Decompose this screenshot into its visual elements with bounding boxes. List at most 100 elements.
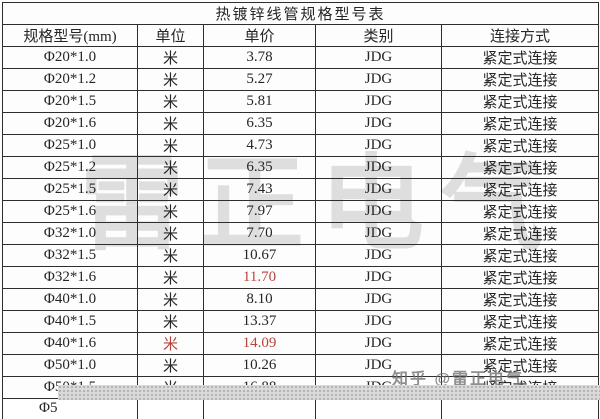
- cell-unit-partial: [137, 398, 204, 419]
- cell-price: 4.73: [203, 134, 316, 157]
- cell-category: JDG: [315, 200, 442, 223]
- table-row: Φ40*1.6 米 14.09 JDG 紧定式连接: [2, 332, 599, 355]
- cell-connection: 紧定式连接: [441, 134, 599, 157]
- table-row: Φ20*1.2 米 5.27 JDG 紧定式连接: [2, 68, 599, 91]
- cell-category: JDG: [315, 288, 442, 311]
- column-header-category: 类别: [315, 24, 442, 47]
- cell-connection: 紧定式连接: [441, 156, 599, 179]
- cell-unit: 米: [137, 222, 204, 245]
- cell-category: JDG: [315, 90, 442, 113]
- cell-spec: Φ40*1.5: [2, 310, 138, 333]
- cell-unit: 米: [137, 354, 204, 377]
- cell-unit: 米: [137, 200, 204, 223]
- table-title-row: 热镀锌线管规格型号表: [2, 2, 599, 25]
- table-row: Φ40*1.5 米 13.37 JDG 紧定式连接: [2, 310, 599, 333]
- cell-connection: 紧定式连接: [441, 178, 599, 201]
- column-header-connection: 连接方式: [441, 24, 599, 47]
- cell-category: JDG: [315, 112, 442, 135]
- cell-spec: Φ25*1.5: [2, 178, 138, 201]
- cell-unit: 米: [137, 244, 204, 267]
- cell-connection: 紧定式连接: [441, 244, 599, 267]
- table-row: Φ25*1.5 米 7.43 JDG 紧定式连接: [2, 178, 599, 201]
- cell-spec: Φ20*1.0: [2, 46, 138, 69]
- cell-unit: 米: [137, 288, 204, 311]
- cell-connection: 紧定式连接: [441, 354, 599, 377]
- cell-spec: Φ32*1.0: [2, 222, 138, 245]
- cell-connection-partial: [441, 398, 599, 419]
- table-row: Φ20*1.6 米 6.35 JDG 紧定式连接: [2, 112, 599, 135]
- table-row: Φ25*1.2 米 6.35 JDG 紧定式连接: [2, 156, 599, 179]
- table-row: Φ50*1.0 米 10.26 JDG 紧定式连接: [2, 354, 599, 377]
- table-title: 热镀锌线管规格型号表: [2, 2, 599, 25]
- cell-connection: 紧定式连接: [441, 310, 599, 333]
- cell-connection: 紧定式连接: [441, 266, 599, 289]
- cell-price: 7.43: [203, 178, 316, 201]
- table-body: Φ20*1.0 米 3.78 JDG 紧定式连接 Φ20*1.2 米 5.27 …: [2, 46, 599, 399]
- cell-price: 14.09: [203, 332, 316, 355]
- cell-spec: Φ20*1.5: [2, 90, 138, 113]
- table-row: Φ20*1.5 米 5.81 JDG 紧定式连接: [2, 90, 599, 113]
- halftone-overlay-band: [58, 385, 600, 400]
- table-row: Φ25*1.0 米 4.73 JDG 紧定式连接: [2, 134, 599, 157]
- cell-price: 11.70: [203, 266, 316, 289]
- cell-category: JDG: [315, 310, 442, 333]
- cell-category: JDG: [315, 222, 442, 245]
- cell-unit: 米: [137, 134, 204, 157]
- table-row: Φ32*1.5 米 10.67 JDG 紧定式连接: [2, 244, 599, 267]
- cell-connection: 紧定式连接: [441, 288, 599, 311]
- cell-spec: Φ32*1.6: [2, 266, 138, 289]
- cell-spec: Φ25*1.0: [2, 134, 138, 157]
- cell-unit: 米: [137, 90, 204, 113]
- cell-category: JDG: [315, 266, 442, 289]
- cell-connection: 紧定式连接: [441, 332, 599, 355]
- cell-category: JDG: [315, 68, 442, 91]
- cell-connection: 紧定式连接: [441, 200, 599, 223]
- cell-price: 7.97: [203, 200, 316, 223]
- cell-spec: Φ40*1.6: [2, 332, 138, 355]
- cell-price: 6.35: [203, 112, 316, 135]
- cell-spec: Φ25*1.6: [2, 200, 138, 223]
- cell-category: JDG: [315, 178, 442, 201]
- cell-price-partial: [203, 398, 316, 419]
- table-row: Φ25*1.6 米 7.97 JDG 紧定式连接: [2, 200, 599, 223]
- column-header-unit: 单位: [137, 24, 204, 47]
- cell-category: JDG: [315, 332, 442, 355]
- cell-spec: Φ20*1.2: [2, 68, 138, 91]
- table-row-partial: Φ5: [2, 398, 599, 419]
- cell-price: 13.37: [203, 310, 316, 333]
- cell-connection: 紧定式连接: [441, 222, 599, 245]
- cell-category: JDG: [315, 134, 442, 157]
- cell-connection: 紧定式连接: [441, 68, 599, 91]
- cell-spec: Φ25*1.2: [2, 156, 138, 179]
- cell-spec: Φ40*1.0: [2, 288, 138, 311]
- cell-spec: Φ32*1.5: [2, 244, 138, 267]
- site-watermark: 知乎 @雷正电气: [392, 371, 525, 388]
- cell-connection: 紧定式连接: [441, 46, 599, 69]
- cell-unit: 米: [137, 46, 204, 69]
- cell-unit: 米: [137, 310, 204, 333]
- cell-price: 6.35: [203, 156, 316, 179]
- cell-unit: 米: [137, 332, 204, 355]
- cell-price: 7.70: [203, 222, 316, 245]
- cell-category: JDG: [315, 244, 442, 267]
- cell-price: 5.27: [203, 68, 316, 91]
- cell-category: JDG: [315, 156, 442, 179]
- cell-unit: 米: [137, 156, 204, 179]
- cell-spec: Φ50*1.0: [2, 354, 138, 377]
- cell-unit: 米: [137, 112, 204, 135]
- cell-connection: 紧定式连接: [441, 112, 599, 135]
- table-row: Φ32*1.6 米 11.70 JDG 紧定式连接: [2, 266, 599, 289]
- table-header-row: 规格型号(mm) 单位 单价 类别 连接方式: [2, 24, 599, 47]
- table-row: Φ32*1.0 米 7.70 JDG 紧定式连接: [2, 222, 599, 245]
- cell-unit: 米: [137, 178, 204, 201]
- cell-connection: 紧定式连接: [441, 90, 599, 113]
- cell-price: 8.10: [203, 288, 316, 311]
- column-header-spec: 规格型号(mm): [2, 24, 138, 47]
- cell-price: 5.81: [203, 90, 316, 113]
- table-row: Φ20*1.0 米 3.78 JDG 紧定式连接: [2, 46, 599, 69]
- cell-unit: 米: [137, 68, 204, 91]
- cell-unit: 米: [137, 266, 204, 289]
- cell-price: 3.78: [203, 46, 316, 69]
